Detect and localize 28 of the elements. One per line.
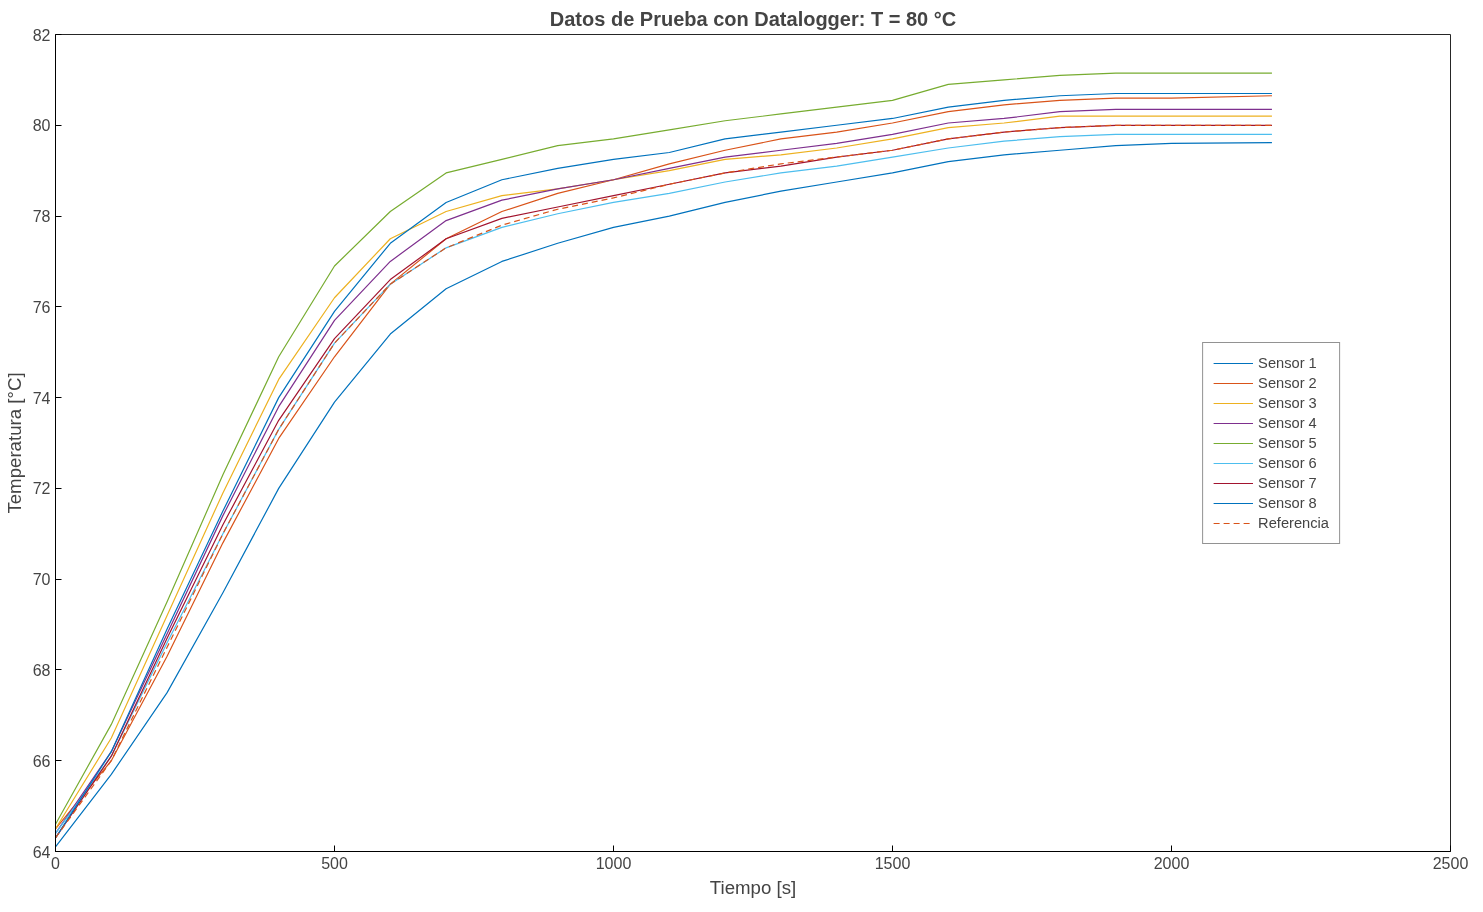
x-tick-label: 1000: [595, 854, 632, 872]
y-tick-label: 66: [32, 752, 51, 770]
legend-label: Sensor 4: [1258, 414, 1317, 431]
y-tick-label: 74: [32, 389, 51, 407]
legend-label: Sensor 5: [1258, 434, 1317, 451]
y-tick-label: 68: [32, 661, 51, 679]
chart-title: Datos de Prueba con Datalogger: T = 80 °C: [549, 7, 957, 30]
legend-label: Sensor 8: [1258, 494, 1317, 511]
x-tick-label: 500: [321, 854, 348, 872]
y-axis-title: Temperatura [°C]: [3, 372, 25, 514]
legend-label: Referencia: [1258, 514, 1329, 531]
x-tick-label: 2000: [1153, 854, 1190, 872]
legend-label: Sensor 1: [1258, 354, 1317, 371]
legend-label: Sensor 6: [1258, 454, 1317, 471]
y-tick-label: 64: [32, 843, 51, 861]
y-tick-label: 70: [32, 571, 51, 589]
x-tick-label: 2500: [1432, 854, 1469, 872]
legend-label: Sensor 3: [1258, 394, 1317, 411]
y-tick-label: 82: [32, 26, 51, 44]
y-tick-label: 80: [32, 117, 51, 135]
y-tick-label: 72: [32, 480, 51, 498]
x-axis-title: Tiempo [s]: [709, 876, 797, 898]
x-tick-label: 0: [51, 854, 61, 872]
y-tick-label: 76: [32, 298, 51, 316]
legend-label: Sensor 2: [1258, 374, 1317, 391]
y-tick-label: 78: [32, 208, 51, 226]
x-tick-label: 1500: [874, 854, 911, 872]
legend-label: Sensor 7: [1258, 474, 1317, 491]
